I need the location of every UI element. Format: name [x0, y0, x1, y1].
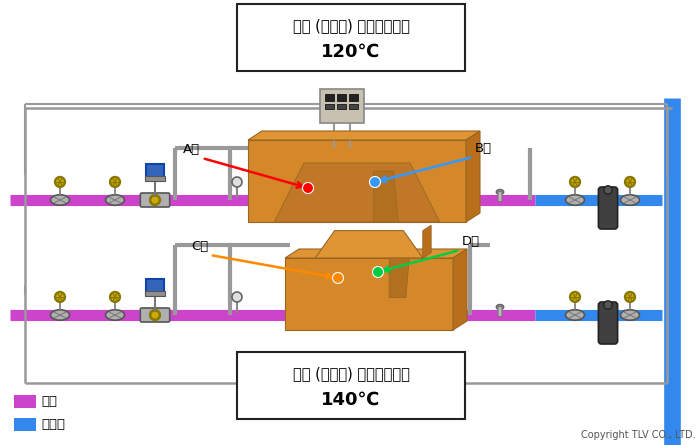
FancyBboxPatch shape [349, 94, 358, 101]
Circle shape [302, 182, 314, 194]
Text: B部: B部 [475, 142, 492, 155]
Text: Copyright TLV CO., LTD.: Copyright TLV CO., LTD. [582, 430, 696, 440]
FancyBboxPatch shape [145, 176, 165, 181]
FancyBboxPatch shape [237, 352, 465, 419]
Circle shape [626, 178, 634, 186]
Polygon shape [274, 163, 440, 222]
Polygon shape [423, 225, 431, 258]
Circle shape [151, 197, 158, 203]
Ellipse shape [106, 310, 125, 320]
Circle shape [56, 293, 64, 301]
Text: 下型 (高温側) 設定成型温度: 下型 (高温側) 設定成型温度 [293, 367, 409, 381]
Text: C部: C部 [190, 240, 208, 253]
Circle shape [372, 267, 384, 278]
Circle shape [111, 178, 119, 186]
FancyBboxPatch shape [145, 291, 165, 296]
Polygon shape [466, 131, 480, 222]
Circle shape [604, 186, 612, 194]
Ellipse shape [150, 311, 160, 320]
Circle shape [626, 293, 634, 301]
FancyBboxPatch shape [498, 191, 502, 202]
FancyBboxPatch shape [140, 308, 169, 322]
FancyBboxPatch shape [146, 279, 164, 294]
Ellipse shape [496, 190, 503, 194]
Ellipse shape [620, 195, 640, 205]
Ellipse shape [150, 196, 160, 204]
Text: 140℃: 140℃ [321, 391, 381, 409]
FancyBboxPatch shape [14, 418, 36, 431]
Text: A部: A部 [183, 143, 200, 156]
Polygon shape [374, 171, 398, 222]
Circle shape [604, 301, 612, 309]
FancyBboxPatch shape [325, 104, 335, 109]
Circle shape [232, 177, 242, 187]
Ellipse shape [106, 195, 125, 205]
Circle shape [232, 292, 242, 302]
Polygon shape [285, 258, 453, 330]
FancyBboxPatch shape [337, 104, 346, 109]
Text: 120℃: 120℃ [321, 43, 381, 61]
FancyBboxPatch shape [349, 104, 358, 109]
FancyBboxPatch shape [14, 395, 36, 408]
FancyBboxPatch shape [325, 94, 335, 101]
Ellipse shape [566, 195, 584, 205]
Ellipse shape [620, 310, 640, 320]
FancyBboxPatch shape [498, 307, 502, 316]
Circle shape [571, 178, 579, 186]
Circle shape [370, 177, 381, 187]
Circle shape [571, 293, 579, 301]
Circle shape [56, 178, 64, 186]
Polygon shape [315, 231, 423, 258]
Polygon shape [453, 249, 467, 330]
FancyBboxPatch shape [598, 302, 617, 344]
Polygon shape [248, 131, 480, 140]
Polygon shape [248, 140, 466, 222]
FancyBboxPatch shape [146, 164, 164, 179]
Polygon shape [389, 258, 410, 298]
FancyBboxPatch shape [320, 89, 364, 123]
Circle shape [332, 272, 344, 283]
Ellipse shape [50, 310, 69, 320]
FancyBboxPatch shape [140, 193, 169, 207]
Polygon shape [285, 249, 467, 258]
Text: 上型 (低温側) 設定成型温度: 上型 (低温側) 設定成型温度 [293, 19, 409, 33]
FancyBboxPatch shape [598, 187, 617, 229]
FancyBboxPatch shape [337, 94, 346, 101]
Circle shape [111, 293, 119, 301]
Text: ドレン: ドレン [41, 418, 65, 431]
Ellipse shape [566, 310, 584, 320]
Ellipse shape [50, 195, 69, 205]
Ellipse shape [496, 304, 503, 309]
Text: 蒸気: 蒸気 [41, 395, 57, 408]
Circle shape [151, 312, 158, 319]
FancyBboxPatch shape [237, 4, 465, 71]
Text: D部: D部 [462, 235, 480, 248]
